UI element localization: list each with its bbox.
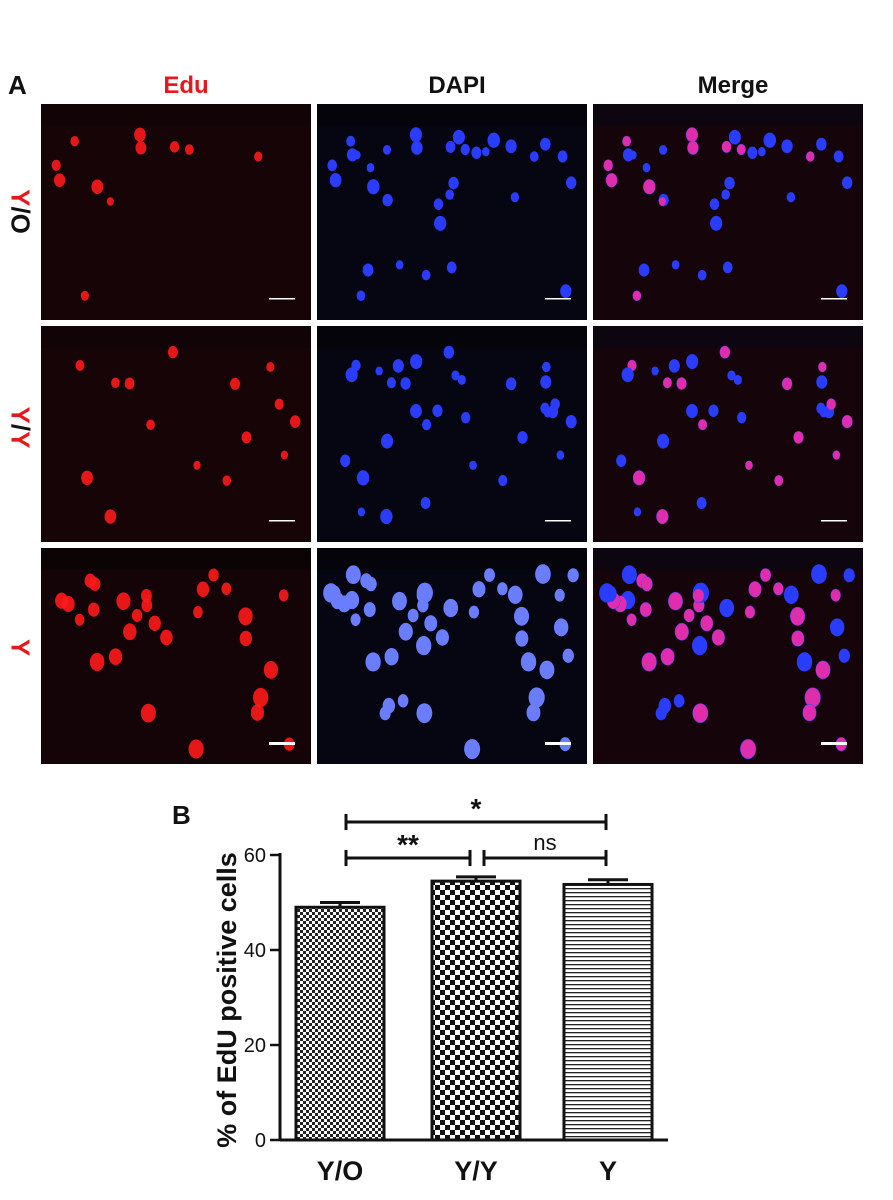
bar-Y/Y (430, 879, 522, 1142)
sig-label-1: ** (397, 829, 419, 860)
row-label-yy-part1: Y (5, 406, 36, 424)
panel-b-letter: B (172, 800, 191, 830)
column-header-merge: Merge (697, 72, 769, 99)
micrograph-y-merge (593, 548, 863, 764)
y-tick-label-20: 20 (244, 1035, 266, 1057)
micrograph-yy-merge (593, 326, 863, 542)
bar-Y (562, 882, 654, 1142)
row-label-y: Y (5, 608, 36, 688)
row-label-yo-part2: /O (5, 206, 36, 234)
column-header-dapi: DAPI (428, 72, 486, 99)
bar-Y/O (294, 905, 386, 1142)
sig-label-2: ns (533, 830, 556, 855)
row-label-y-part1: Y (5, 638, 36, 657)
y-axis-label: % of EdU positive cells (212, 852, 242, 1148)
row-label-yy-part3: Y (5, 431, 36, 449)
x-tick-label-Y/O: Y/O (317, 1156, 364, 1186)
micrograph-yo-merge (593, 104, 863, 320)
sig-label-0: * (471, 793, 482, 824)
micrograph-yy-dapi (317, 326, 587, 542)
y-tick-label-60: 60 (244, 845, 266, 867)
row-label-yy-part2: / (5, 423, 36, 432)
micrograph-y-edu (41, 548, 311, 764)
micrograph-y-dapi (317, 548, 587, 764)
microscopy-grid (41, 104, 863, 772)
y-tick-label-0: 0 (255, 1130, 266, 1152)
micrograph-yo-dapi (317, 104, 587, 320)
row-label-yo: Y/O (5, 172, 36, 252)
panel-a-letter: A (8, 70, 27, 100)
x-tick-label-Y: Y (599, 1156, 617, 1186)
x-tick-label-Y/Y: Y/Y (454, 1156, 498, 1186)
micrograph-yo-edu (41, 104, 311, 320)
row-label-yy: Y/Y (5, 388, 36, 468)
y-tick-label-40: 40 (244, 940, 266, 962)
micrograph-yy-edu (41, 326, 311, 542)
row-label-yo-part1: Y (5, 189, 36, 207)
column-header-edu: Edu (163, 72, 209, 99)
